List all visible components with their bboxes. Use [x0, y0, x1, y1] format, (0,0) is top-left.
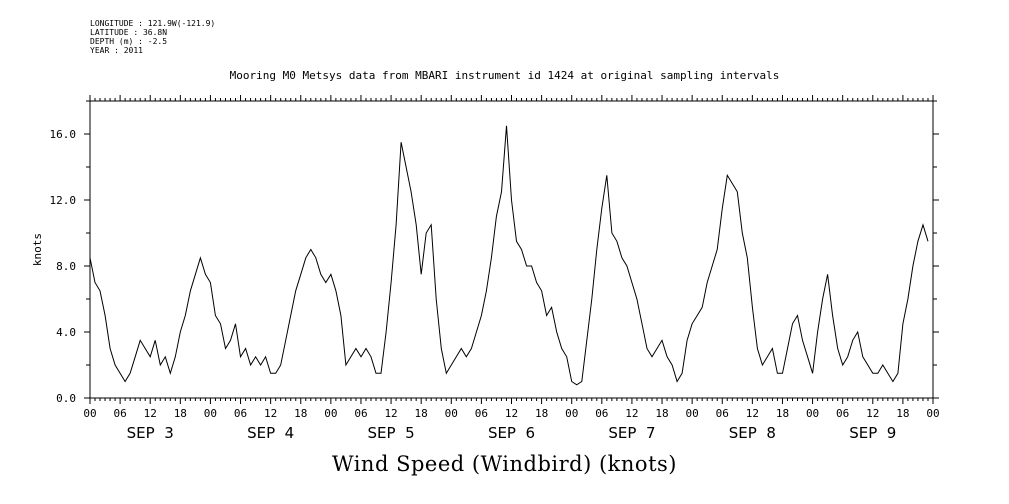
- x-tick-label: 18: [174, 407, 187, 420]
- y-tick-label: 4.0: [56, 326, 76, 339]
- x-tick-label: 00: [83, 407, 96, 420]
- y-axis: 0.0 4.0 8.0 12.0 16.0: [50, 100, 939, 405]
- x-tick-label: 06: [113, 407, 126, 420]
- chart-title: Mooring M0 Metsys data from MBARI instru…: [229, 69, 780, 82]
- x-axis-title: Wind Speed (Windbird) (knots): [332, 452, 677, 476]
- y-axis-label: knots: [31, 233, 44, 266]
- x-tick-label: 06: [716, 407, 729, 420]
- day-label: SEP 6: [488, 424, 535, 442]
- x-tick-label: 12: [505, 407, 518, 420]
- x-tick-label: 18: [655, 407, 668, 420]
- x-tick-label: 12: [264, 407, 277, 420]
- day-labels: SEP 3 SEP 4 SEP 5 SEP 6 SEP 7 SEP 8 SEP 9: [127, 424, 897, 442]
- x-tick-label: 00: [445, 407, 458, 420]
- x-tick-label: 12: [144, 407, 157, 420]
- minor-ticks: [89, 95, 934, 404]
- day-label: SEP 8: [729, 424, 776, 442]
- day-label: SEP 4: [247, 424, 294, 442]
- year-text: YEAR : 2011: [90, 46, 143, 55]
- day-label: SEP 7: [608, 424, 655, 442]
- longitude-text: LONGITUDE : 121.9W(-121.9): [90, 19, 216, 28]
- latitude-text: LATITUDE : 36.8N: [90, 28, 168, 37]
- day-label: SEP 5: [368, 424, 415, 442]
- x-tick-label: 00: [806, 407, 819, 420]
- x-axis: 00 06 12 18 00 06 12 18 00 06 12 18 00 06 12 18 00 06 12 18…: [83, 407, 939, 420]
- x-tick-label: 00: [926, 407, 939, 420]
- x-tick-label: 06: [836, 407, 849, 420]
- x-tick-label: 12: [384, 407, 397, 420]
- x-tick-label: 00: [204, 407, 217, 420]
- x-tick-label: 18: [535, 407, 548, 420]
- day-label: SEP 9: [849, 424, 896, 442]
- x-tick-label: 18: [415, 407, 428, 420]
- x-tick-label: 18: [294, 407, 307, 420]
- x-tick-label: 12: [746, 407, 759, 420]
- day-label: SEP 3: [127, 424, 174, 442]
- x-tick-label: 18: [896, 407, 909, 420]
- y-tick-label: 12.0: [50, 194, 77, 207]
- depth-text: DEPTH (m) : -2.5: [90, 37, 168, 46]
- x-tick-label: 06: [354, 407, 367, 420]
- x-tick-label: 06: [595, 407, 608, 420]
- x-tick-label: 06: [234, 407, 247, 420]
- x-tick-label: 00: [324, 407, 337, 420]
- x-tick-label: 18: [776, 407, 789, 420]
- x-tick-label: 12: [866, 407, 879, 420]
- y-tick-label: 16.0: [50, 128, 77, 141]
- mooring-metadata: LONGITUDE : 121.9W(-121.9) LATITUDE : 36…: [90, 19, 215, 55]
- y-tick-label: 8.0: [56, 260, 76, 273]
- wind-speed-series-line: [89, 125, 929, 386]
- x-tick-label: 06: [475, 407, 488, 420]
- x-tick-label: 00: [686, 407, 699, 420]
- y-tick-label: 0.0: [56, 392, 76, 405]
- x-tick-label: 00: [565, 407, 578, 420]
- x-tick-label: 12: [625, 407, 638, 420]
